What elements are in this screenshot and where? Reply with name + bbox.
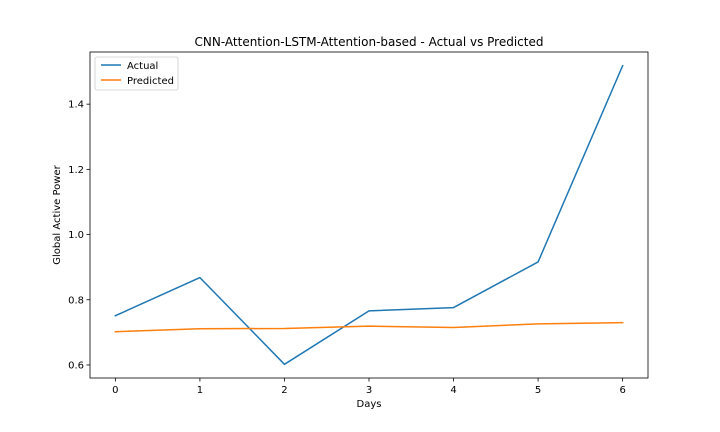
y-tick-label: 1.0: [68, 230, 84, 241]
y-tick-label: 1.4: [68, 100, 84, 111]
x-tick-label: 3: [366, 385, 372, 396]
x-tick-label: 6: [619, 385, 625, 396]
y-tick-label: 1.2: [68, 165, 84, 176]
x-tick-label: 1: [197, 385, 203, 396]
chart-title: CNN-Attention-LSTM-Attention-based - Act…: [195, 35, 544, 49]
y-axis: 0.6 0.8 1.0 1.2 1.4: [68, 100, 90, 371]
x-tick-label: 0: [112, 385, 118, 396]
y-tick-label: 0.6: [68, 360, 84, 371]
x-tick-label: 2: [281, 385, 287, 396]
x-tick-label: 5: [535, 385, 541, 396]
y-tick-label: 0.8: [68, 295, 84, 306]
y-axis-label: Global Active Power: [52, 164, 63, 264]
x-axis: 0 1 2 3 4 5 6: [112, 378, 626, 396]
series-line-actual: [114, 64, 624, 366]
series-line-predicted: [114, 321, 624, 333]
legend-label-predicted: Predicted: [127, 76, 174, 87]
plot-area: [114, 64, 624, 366]
x-axis-label: Days: [357, 399, 382, 410]
legend-label-actual: Actual: [127, 61, 158, 72]
legend: Actual Predicted: [94, 56, 179, 91]
x-tick-label: 4: [450, 385, 456, 396]
